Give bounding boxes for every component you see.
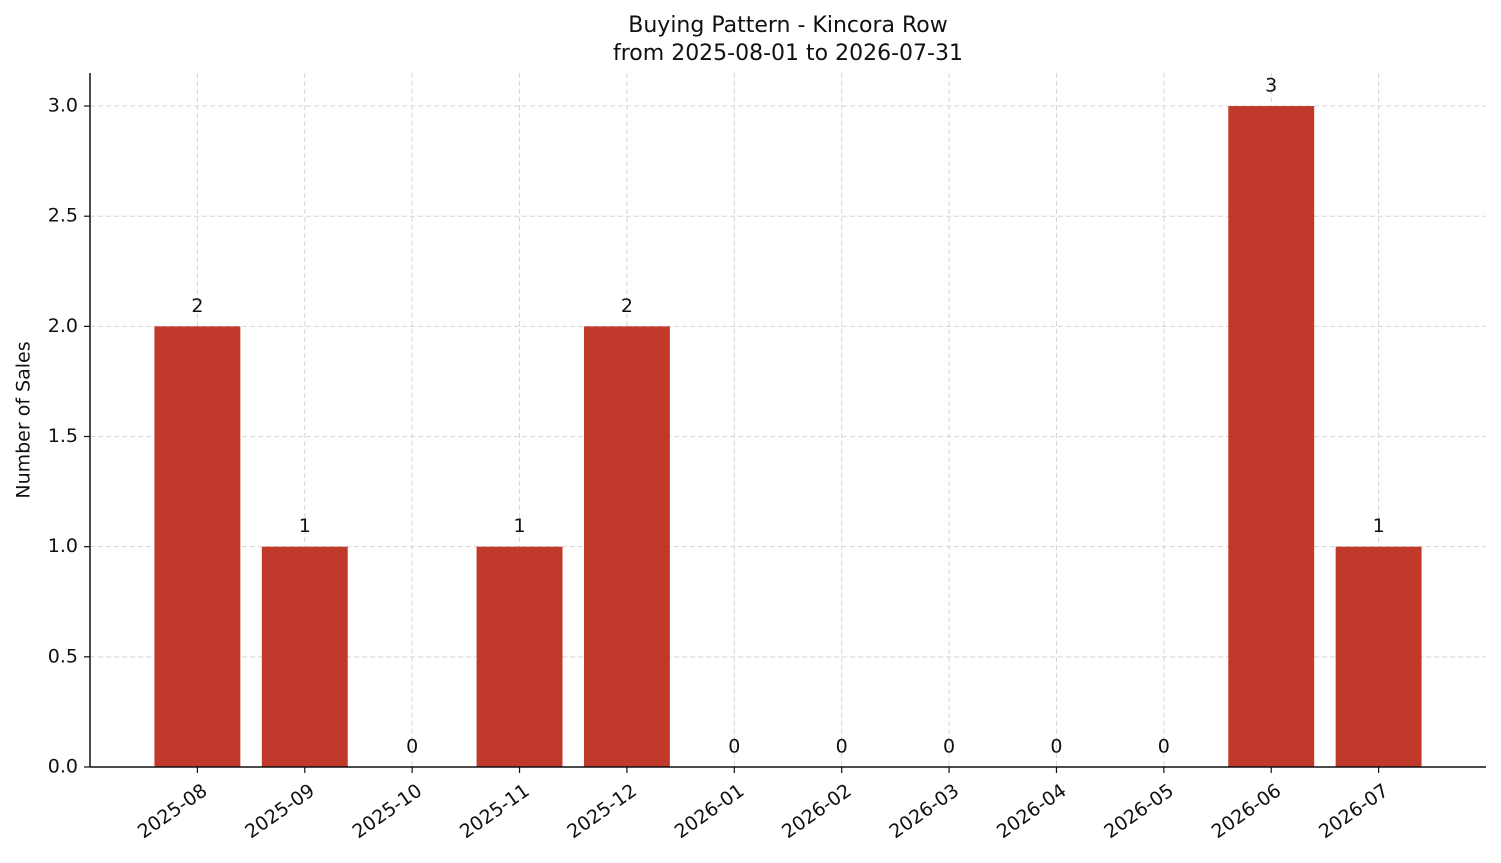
bar bbox=[154, 326, 241, 767]
bar bbox=[261, 546, 348, 767]
x-tick-label: 2025-09 bbox=[241, 780, 319, 844]
value-label: 2 bbox=[191, 295, 203, 317]
y-axis-label: Number of Sales bbox=[13, 341, 35, 498]
x-tick-label: 2025-12 bbox=[563, 780, 641, 844]
value-label: 0 bbox=[728, 736, 740, 758]
x-tick-label: 2025-11 bbox=[456, 780, 534, 844]
x-tick-label: 2026-01 bbox=[671, 780, 749, 844]
value-label: 0 bbox=[1158, 736, 1170, 758]
y-tick-label: 1.0 bbox=[48, 535, 78, 557]
y-tick-label: 0.0 bbox=[48, 756, 78, 778]
y-tick-label: 0.5 bbox=[48, 645, 78, 667]
x-tick-label: 2025-08 bbox=[134, 780, 212, 844]
bar bbox=[476, 546, 563, 767]
x-tick-label: 2026-06 bbox=[1208, 780, 1286, 844]
y-tick-label: 2.0 bbox=[48, 315, 78, 337]
x-tick-label: 2026-05 bbox=[1100, 780, 1178, 844]
value-label: 2 bbox=[621, 295, 633, 317]
bar bbox=[1228, 106, 1315, 768]
value-label: 1 bbox=[1373, 515, 1385, 537]
y-tick-label: 1.5 bbox=[48, 425, 78, 447]
x-tick-label: 2026-03 bbox=[885, 780, 963, 844]
value-label: 3 bbox=[1265, 75, 1277, 97]
y-tick-label: 3.0 bbox=[48, 95, 78, 117]
x-tick-label: 2026-02 bbox=[778, 780, 856, 844]
value-label: 0 bbox=[943, 736, 955, 758]
bar bbox=[1335, 546, 1422, 767]
value-label: 1 bbox=[299, 515, 311, 537]
value-label: 0 bbox=[406, 736, 418, 758]
y-tick-label: 2.5 bbox=[48, 205, 78, 227]
chart-title: Buying Pattern - Kincora Row bbox=[628, 13, 947, 38]
value-label: 0 bbox=[836, 736, 848, 758]
bar bbox=[583, 326, 670, 767]
chart-subtitle: from 2025-08-01 to 2026-07-31 bbox=[613, 41, 963, 66]
value-label: 1 bbox=[513, 515, 525, 537]
x-tick-label: 2026-07 bbox=[1315, 780, 1393, 844]
x-tick-label: 2025-10 bbox=[349, 780, 427, 844]
x-tick-label: 2026-04 bbox=[993, 780, 1071, 844]
value-label: 0 bbox=[1050, 736, 1062, 758]
